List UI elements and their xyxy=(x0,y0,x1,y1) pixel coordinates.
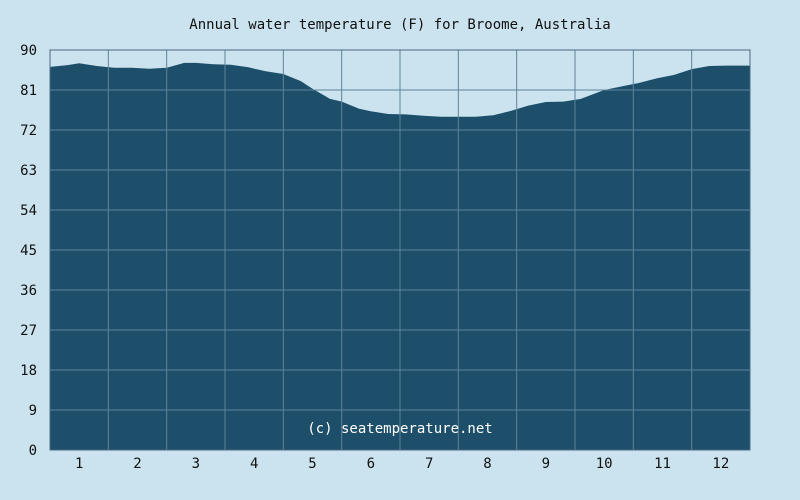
x-tick-label: 6 xyxy=(367,456,375,472)
x-tick-label: 1 xyxy=(75,456,83,472)
y-tick-label: 63 xyxy=(20,163,37,179)
plot-frame xyxy=(49,49,751,451)
x-tick-label: 12 xyxy=(712,456,729,472)
y-tick-label: 0 xyxy=(29,443,37,459)
x-tick-label: 3 xyxy=(192,456,200,472)
y-tick-label: 81 xyxy=(20,83,37,99)
y-tick-label: 36 xyxy=(20,283,37,299)
chart-title: Annual water temperature (F) for Broome,… xyxy=(189,17,611,33)
y-axis-ticks: 0 9 18 27 36 45 54 63 72 81 90 xyxy=(20,43,37,459)
y-tick-label: 9 xyxy=(29,403,37,419)
x-tick-label: 2 xyxy=(133,456,141,472)
x-tick-label: 7 xyxy=(425,456,433,472)
grid-lines xyxy=(50,50,750,450)
y-tick-label: 27 xyxy=(20,323,37,339)
x-tick-label: 5 xyxy=(308,456,316,472)
y-tick-label: 18 xyxy=(20,363,37,379)
x-tick-label: 11 xyxy=(654,456,671,472)
y-tick-label: 90 xyxy=(20,43,37,59)
watermark: (c) seatemperature.net xyxy=(307,421,492,437)
x-tick-label: 4 xyxy=(250,456,258,472)
y-tick-label: 54 xyxy=(20,203,37,219)
x-tick-label: 8 xyxy=(483,456,491,472)
x-tick-label: 10 xyxy=(596,456,613,472)
x-axis-ticks: 1 2 3 4 5 6 7 8 9 10 11 12 xyxy=(75,456,729,472)
y-tick-label: 72 xyxy=(20,123,37,139)
x-tick-label: 9 xyxy=(542,456,550,472)
y-tick-label: 45 xyxy=(20,243,37,259)
